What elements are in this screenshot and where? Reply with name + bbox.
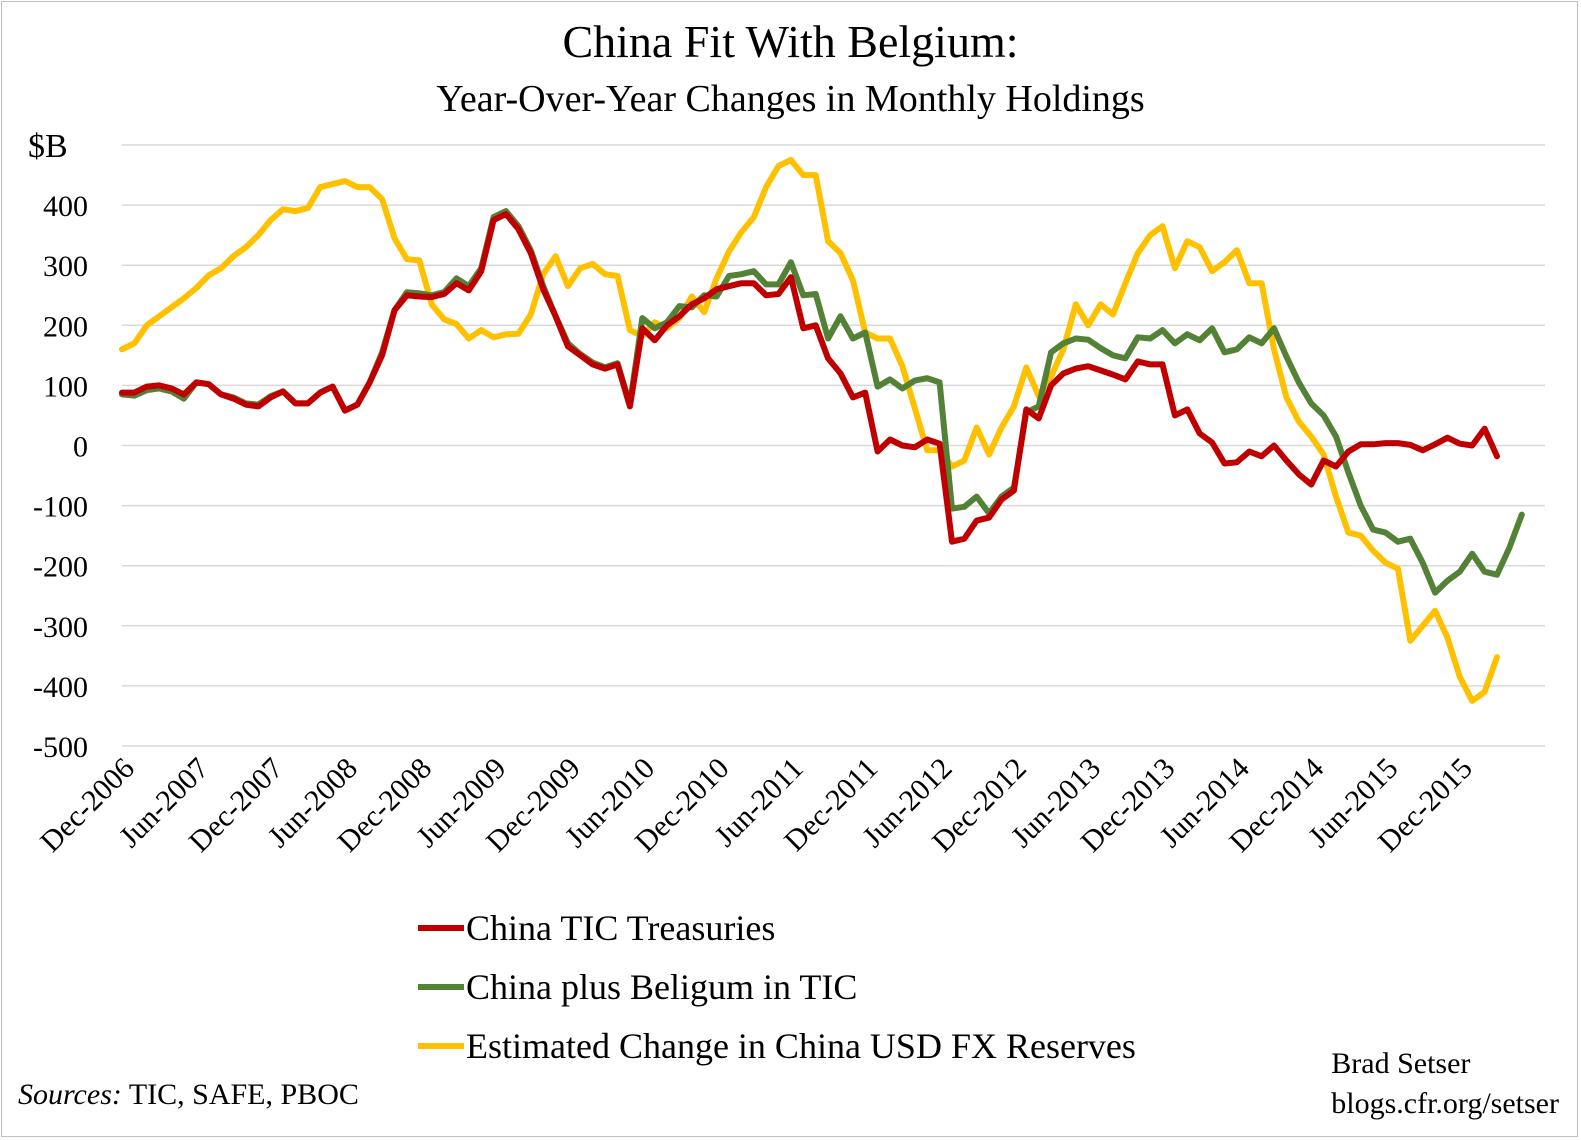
y-tick-label: 300 [43,250,88,283]
legend-label-china-belgium: China plus Beligum in TIC [466,966,858,1007]
legend-item-fx-reserves: Estimated Change in China USD FX Reserve… [418,1016,1136,1075]
y-axis-label: $B [28,128,68,165]
credit-author: Brad Setser [1331,1047,1471,1080]
sources-note: Sources: TIC, SAFE, PBOC [18,1078,359,1112]
sources-label: Sources: [18,1078,122,1111]
legend-item-china-belgium: China plus Beligum in TIC [418,957,1136,1016]
legend-label-china-tic: China TIC Treasuries [466,907,776,948]
sources-text: TIC, SAFE, PBOC [121,1078,359,1111]
y-tick-label: 0 [73,431,88,464]
line-chart: 400 300 200 100 0 -100 -200 -300 -400 -500 $B Dec… [28,128,1545,859]
chart-title: China Fit With Belgium: [562,16,1019,67]
chart-subtitle: Year-Over-Year Changes in Monthly Holdin… [436,78,1145,120]
legend: China TIC Treasuries China plus Beligum … [418,898,1136,1075]
y-tick-label: -200 [33,551,88,584]
y-tick-label: -100 [33,491,88,524]
series-line-2 [119,157,1500,704]
y-tick-label: 400 [43,190,88,223]
credit-site: blogs.cfr.org/setser [1331,1087,1559,1120]
legend-swatch-red [418,924,464,931]
y-tick-label: -300 [33,611,88,644]
legend-item-china-tic: China TIC Treasuries [418,898,1136,957]
credit: Brad Setser blogs.cfr.org/setser [1331,1044,1559,1124]
y-tick-label: -400 [33,671,88,704]
y-tick-label: 200 [43,310,88,343]
y-tick-label: 100 [43,370,88,403]
series-lines [119,157,1525,704]
series-line-0 [119,211,1500,545]
legend-swatch-gold [418,1042,464,1049]
legend-label-fx-reserves: Estimated Change in China USD FX Reserve… [466,1025,1136,1066]
series-line-1 [119,208,1525,596]
gridlines [122,144,1545,747]
y-tick-labels: 400 300 200 100 0 -100 -200 -300 -400 -500 [33,190,88,764]
x-tick-labels: Dec-2006Jun-2007Dec-2007Jun-2008Dec-2008… [34,752,1479,859]
y-tick-label: -500 [33,731,88,764]
legend-swatch-green [418,983,464,990]
